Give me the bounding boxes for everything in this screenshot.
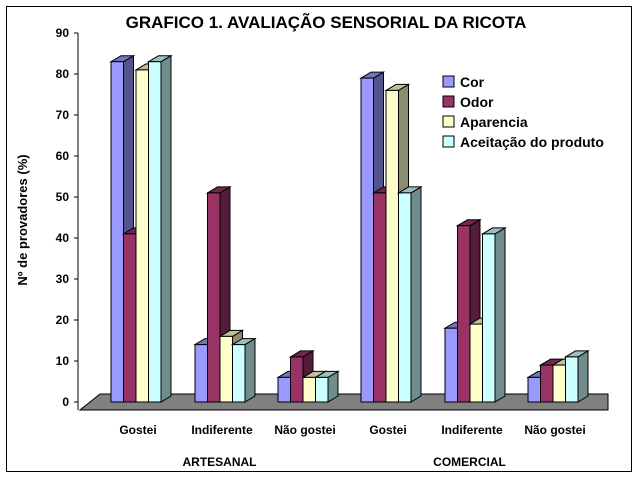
x-tick-label: Gostei — [369, 423, 406, 437]
bar — [396, 186, 423, 403]
legend-label: Cor — [460, 74, 485, 90]
y-tick-label: 40 — [56, 231, 70, 245]
bar-front — [135, 69, 149, 403]
bar — [313, 370, 340, 403]
legend-label: Aceitação do produto — [460, 134, 604, 150]
bar-front — [552, 364, 566, 403]
x-tick-label: Indiferente — [441, 423, 503, 437]
legend-swatch — [442, 75, 455, 88]
legend-label: Aparencia — [460, 114, 528, 130]
y-tick-label: 0 — [62, 395, 69, 409]
bars — [109, 54, 590, 403]
bar-front — [148, 61, 162, 403]
y-tick-label: 30 — [56, 272, 70, 286]
bar-front — [232, 344, 246, 403]
legend-item: Odor — [442, 94, 494, 110]
bar-front — [469, 323, 483, 403]
group-label: COMERCIAL — [433, 455, 506, 469]
bar — [230, 337, 257, 403]
legend-item: Aparencia — [442, 114, 528, 130]
x-axis-labels: Gostei Indiferente Não gostei Gostei Indifer… — [119, 423, 585, 469]
bar-front — [194, 344, 208, 403]
y-tick-label: 10 — [56, 354, 70, 368]
bar-front — [398, 192, 412, 403]
bar-side — [494, 227, 506, 403]
y-tick-label: 20 — [56, 313, 70, 327]
bar — [480, 227, 507, 403]
bar — [563, 350, 590, 403]
bar-front — [444, 327, 458, 403]
y-tick-label: 60 — [56, 149, 70, 163]
bar-side — [160, 54, 172, 403]
bar-front — [565, 356, 579, 403]
chart-title: GRAFICO 1. AVALIAÇÃO SENSORIAL DA RICOTA — [126, 12, 527, 32]
legend-swatch — [442, 115, 455, 128]
legend-swatch — [442, 135, 455, 148]
bar-group — [359, 71, 423, 403]
legend-swatch — [442, 95, 455, 108]
bar-front — [457, 225, 471, 403]
bar-group — [193, 186, 257, 403]
y-tick-label: 80 — [56, 67, 70, 81]
bar-front — [207, 192, 221, 403]
legend: Cor Odor Aparencia Aceitação do produto — [442, 74, 604, 150]
x-tick-label: Indiferente — [191, 423, 253, 437]
x-tick-label: Gostei — [119, 423, 156, 437]
x-tick-label: Não gostei — [524, 423, 585, 437]
bar-front — [110, 61, 124, 403]
bar-front — [302, 376, 316, 403]
y-tick-label: 90 — [56, 26, 70, 40]
bar-front — [482, 233, 496, 403]
bar-front — [123, 233, 137, 403]
bar — [146, 54, 173, 403]
bar-front — [315, 376, 329, 403]
y-tick-label: 50 — [56, 190, 70, 204]
bar-front — [527, 376, 541, 403]
bar-front — [277, 376, 291, 403]
bar-front — [540, 364, 554, 403]
bar-front — [385, 89, 399, 403]
y-axis: 0 10 20 30 40 50 60 70 80 90 — [56, 26, 79, 410]
bar-group — [526, 350, 590, 403]
bar-group — [109, 54, 173, 403]
bar-front — [219, 335, 233, 403]
bar-side — [244, 337, 256, 403]
bar-side — [577, 350, 589, 403]
x-tick-label: Não gostei — [274, 423, 335, 437]
bar-front — [373, 192, 387, 403]
legend-item: Aceitação do produto — [442, 134, 604, 150]
bar-group — [443, 218, 507, 403]
bar-front — [360, 77, 374, 403]
bar-side — [410, 186, 422, 403]
y-axis-label: Nº de provadores (%) — [15, 154, 30, 285]
bar-group — [276, 350, 340, 403]
y-tick-label: 70 — [56, 108, 70, 122]
group-label: ARTESANAL — [183, 455, 257, 469]
legend-item: Cor — [442, 74, 485, 90]
bar-front — [290, 356, 304, 403]
legend-label: Odor — [460, 94, 494, 110]
